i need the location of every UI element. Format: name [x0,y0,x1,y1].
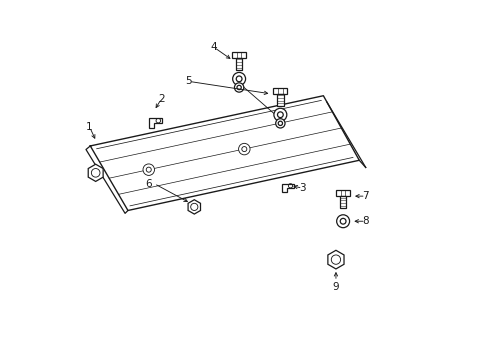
Bar [273,88,287,94]
Text: 4: 4 [210,42,217,52]
Circle shape [275,119,285,128]
Circle shape [273,108,286,121]
Circle shape [142,164,154,175]
Bar [339,196,346,208]
Bar [335,190,349,196]
Polygon shape [188,200,200,214]
Circle shape [232,72,245,85]
Text: 5: 5 [185,76,192,86]
Text: 2: 2 [158,94,164,104]
Polygon shape [282,184,293,192]
Bar [277,94,283,106]
Text: 1: 1 [86,122,93,132]
Text: 3: 3 [299,183,305,193]
Text: 9: 9 [332,282,339,292]
Text: 7: 7 [362,191,368,201]
Circle shape [238,143,249,155]
Bar [235,58,242,70]
Circle shape [336,215,349,228]
Polygon shape [88,164,103,181]
Polygon shape [149,118,162,127]
Bar [231,52,246,58]
Text: 6: 6 [145,179,151,189]
Polygon shape [327,250,344,269]
Text: 8: 8 [362,216,368,226]
Circle shape [234,83,244,92]
